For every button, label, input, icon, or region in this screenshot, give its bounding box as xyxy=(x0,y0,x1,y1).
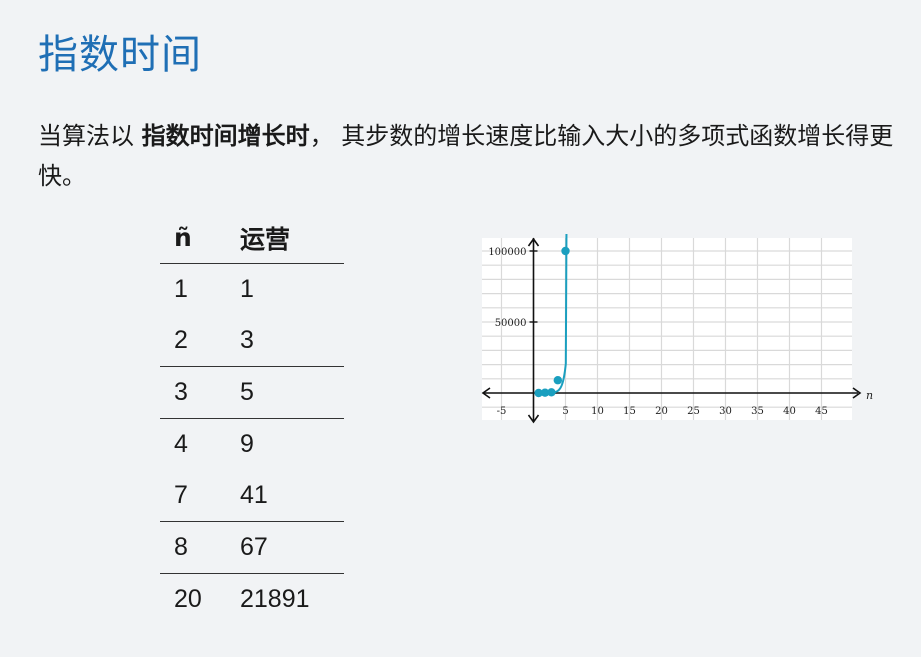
chart-data-point xyxy=(561,246,570,256)
header-n: ñ xyxy=(160,212,226,264)
intro-paragraph: 当算法以 指数时间增长时， 其步数的增长速度比输入大小的多项式函数增长得更快。 xyxy=(38,116,898,196)
chart-x-tick-label: 30 xyxy=(719,406,732,417)
chart-x-tick-label: -5 xyxy=(497,406,507,417)
chart-x-tick-label: 35 xyxy=(751,406,764,417)
table-row: 20 21891 xyxy=(160,574,344,626)
chart-x-tick-label: 20 xyxy=(655,406,668,417)
intro-text-2: ， 其步数的增长速度比输入大小的多项式函数增长得更快。 xyxy=(38,122,894,190)
cell-ops: 9 xyxy=(240,430,254,458)
chart-x-tick-label: 5 xyxy=(562,406,568,417)
chart-arrow-left xyxy=(481,387,491,399)
cell-n: 7 xyxy=(160,470,226,522)
table-row: 1 1 xyxy=(160,264,344,316)
cell-n: 8 xyxy=(160,521,226,574)
chart-data-point xyxy=(553,376,563,385)
table-row: 2 3 xyxy=(160,315,344,367)
chart-arrow-right xyxy=(852,387,862,399)
table-row: 7 41 xyxy=(160,470,344,522)
chart-data-point xyxy=(540,388,550,397)
cell-n: 4 xyxy=(174,430,188,458)
chart-y-tick-label: 50000 xyxy=(495,318,527,329)
chart-data-point xyxy=(534,388,543,398)
chart-x-tick-label: 40 xyxy=(783,406,796,417)
cell-n: 2 xyxy=(160,315,226,367)
chart-arrow-down xyxy=(527,414,540,424)
cell-ops: 41 xyxy=(226,470,344,522)
header-ops: 运营 xyxy=(226,212,344,264)
chart-x-tick-label: 45 xyxy=(815,406,828,417)
cell-ops: 1 xyxy=(240,275,254,303)
exponential-chart: -5 5 10 15 20 25 30 35 40 45 100000 50000 n xyxy=(481,233,873,424)
table-row: 3 5 xyxy=(160,366,344,419)
chart-data-point xyxy=(547,388,556,397)
operations-table: ñ 运营 1 1 2 3 3 5 4 9 7 41 8 67 20 21891 xyxy=(160,212,344,625)
table-row: 4 9 xyxy=(160,419,344,471)
cell-n: 3 xyxy=(160,366,226,419)
chart-x-axis-label: n xyxy=(866,389,873,402)
cell-ops: 3 xyxy=(226,315,344,367)
intro-bold: 指数时间增长时 xyxy=(141,122,310,150)
table-row: 8 67 xyxy=(160,521,344,574)
intro-text-1: 当算法以 xyxy=(38,122,142,150)
chart-x-tick-label: 15 xyxy=(623,406,636,417)
table-header-row: ñ 运营 xyxy=(160,212,344,264)
cell-ops: 67 xyxy=(226,521,344,574)
page-title: 指数时间 xyxy=(38,32,202,78)
chart-x-tick-label: 25 xyxy=(687,406,700,417)
cell-ops: 5 xyxy=(226,366,344,419)
chart-x-tick-label: 10 xyxy=(591,406,604,417)
cell-n: 1 xyxy=(174,275,188,303)
cell-ops: 21891 xyxy=(240,585,310,613)
chart-y-tick-label: 100000 xyxy=(488,247,526,258)
chart-arrow-up xyxy=(527,237,540,247)
cell-n: 20 xyxy=(174,585,202,613)
